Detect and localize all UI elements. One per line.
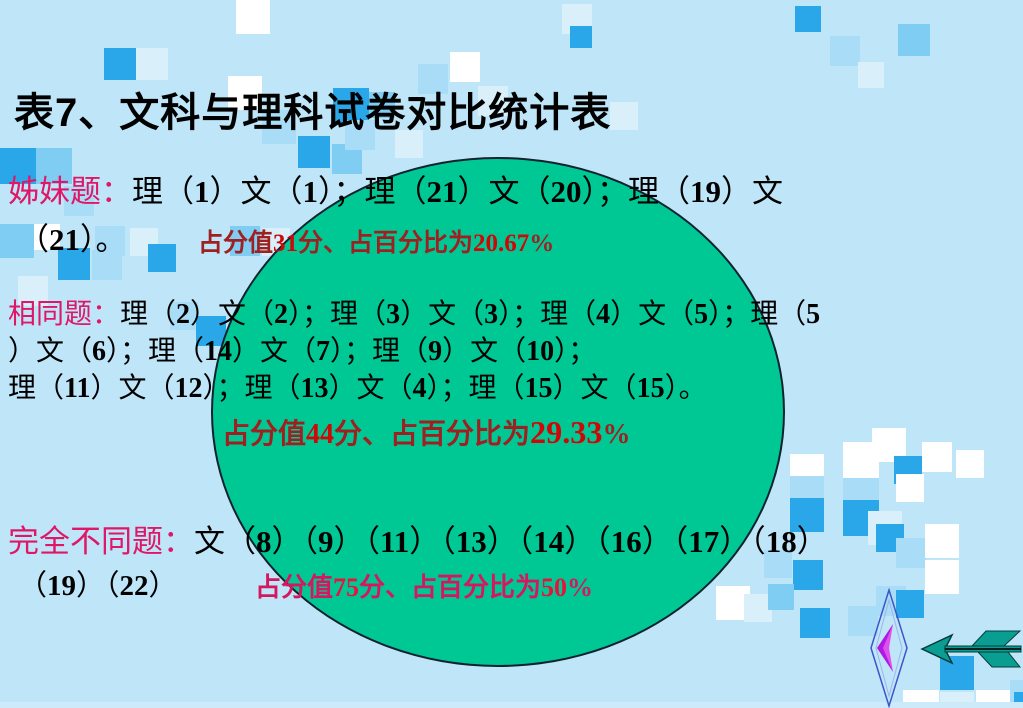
mosaic-square: [940, 656, 974, 690]
mosaic-square: [196, 316, 226, 346]
mosaic-square: [848, 606, 878, 636]
mosaic-square: [790, 498, 824, 532]
mosaic-square: [136, 48, 168, 80]
different-questions-line1: 完全不同题：文（8）（9）（11）（13）（14）（16）（17）（18）: [8, 524, 828, 559]
green-ellipse: [211, 157, 785, 667]
mosaic-square: [148, 244, 176, 272]
mosaic-square: [369, 92, 395, 118]
mosaic-square: [395, 130, 423, 158]
mosaic-square: [925, 524, 959, 558]
sister-questions-line1: 姊妹题：理（1）文（1）；理（21）文（20）；理（19）文: [8, 174, 783, 209]
mosaic-square: [418, 64, 448, 94]
mosaic-square: [333, 88, 369, 124]
different-questions-stat: 占分值75分、占百分比为50%: [255, 573, 594, 602]
mosaic-square: [922, 442, 952, 472]
mosaic-square: [34, 224, 60, 250]
mosaic-square: [36, 148, 72, 184]
mosaic-square: [228, 76, 262, 110]
mosaic-square: [956, 450, 984, 478]
mosaic-square: [830, 36, 860, 66]
mosaic-square: [298, 136, 330, 168]
mosaic-square: [858, 62, 884, 88]
different-questions-line2: （19）（22）: [18, 570, 178, 602]
mosaic-square: [478, 86, 508, 116]
mosaic-square: [768, 584, 794, 610]
mosaic-square: [104, 48, 136, 80]
mosaic-square: [793, 560, 823, 590]
bottom-edge-strip: [0, 702, 1023, 708]
mosaic-square: [450, 52, 480, 82]
mosaic-square: [95, 226, 125, 256]
sister-questions-stat: 占分值31分、占百分比为20.67%: [198, 230, 555, 257]
mosaic-square: [0, 224, 34, 258]
mosaic-square: [0, 148, 36, 184]
mosaic-square: [570, 26, 592, 48]
mosaic-square: [58, 248, 90, 280]
mosaic-square: [345, 120, 375, 150]
mosaic-square: [764, 550, 792, 578]
mosaic-square: [896, 590, 924, 618]
mosaic-square: [744, 594, 772, 622]
mosaic-square: [896, 474, 924, 502]
mosaic-square: [610, 102, 638, 130]
mosaic-square: [898, 24, 930, 56]
mosaic-square: [925, 560, 959, 594]
page-title: 表7、文科与理科试卷对比统计表: [14, 91, 612, 135]
same-questions-stat: 占分值44分、占百分比为29.33%: [222, 414, 631, 450]
sister-questions-line2: （21）。: [18, 222, 127, 257]
mosaic-square: [896, 538, 926, 568]
mosaic-square: [800, 608, 830, 638]
mosaic-square: [236, 0, 270, 34]
same-questions-line3: 理（11）文（12）；理（13）文（4）；理（15）文（15）。: [8, 373, 707, 404]
mosaic-square: [1014, 692, 1023, 708]
mosaic-square: [795, 6, 821, 32]
mosaic-square: [262, 110, 296, 144]
mosaic-square: [64, 186, 94, 216]
mosaic-square: [170, 302, 198, 330]
same-questions-line1: 相同题：理（2）文（2）；理（3）文（3）；理（4）文（5）；理（5: [8, 299, 821, 330]
left-arrow-icon: [920, 626, 1023, 677]
same-questions-line2: ）文（6）；理（14）文（7）；理（9）文（10）；: [8, 336, 597, 367]
diamond-sparkle-icon: [862, 587, 916, 708]
mosaic-square: [230, 226, 260, 256]
mosaic-square: [843, 442, 879, 478]
mosaic-square: [18, 276, 48, 306]
